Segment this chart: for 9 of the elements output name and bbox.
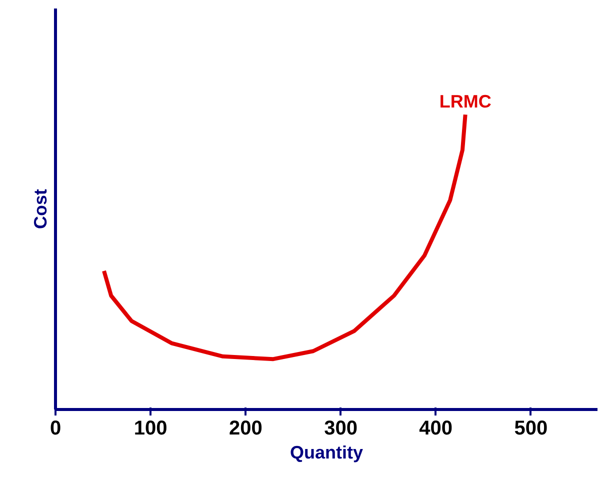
x-tick-label: 200 xyxy=(228,418,262,440)
x-tick-label: 0 xyxy=(50,418,62,440)
y-axis-title: Cost xyxy=(30,188,50,229)
x-tick-label: 500 xyxy=(514,418,548,440)
series-label: LRMC xyxy=(439,92,492,112)
x-tick-label: 400 xyxy=(419,418,453,440)
x-axis-title: Quantity xyxy=(290,442,364,462)
x-tick-label: 300 xyxy=(324,418,358,440)
x-tick-label: 100 xyxy=(134,418,168,440)
